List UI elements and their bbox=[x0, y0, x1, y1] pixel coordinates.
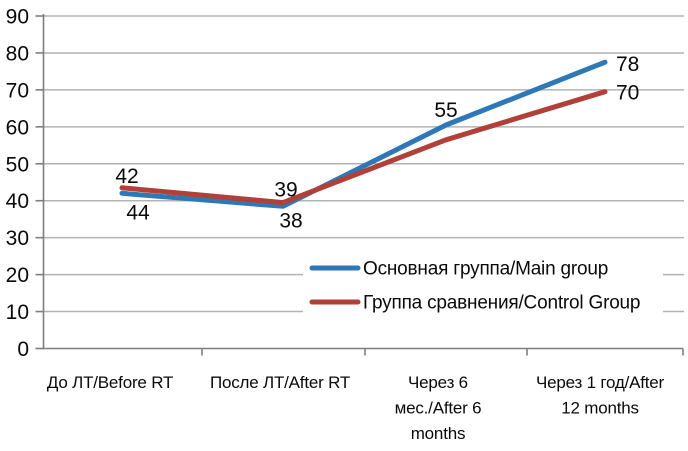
y-tick-label: 70 bbox=[6, 79, 29, 102]
y-tick-label: 60 bbox=[6, 116, 29, 139]
data-label: 78 bbox=[616, 53, 639, 76]
data-label: 70 bbox=[616, 82, 639, 105]
x-category-label: 12 months bbox=[561, 399, 639, 418]
series-line bbox=[119, 89, 608, 206]
y-tick-label: 40 bbox=[6, 190, 29, 213]
x-category-label: Через 1 год/After bbox=[536, 373, 665, 392]
y-tick-label: 0 bbox=[17, 338, 29, 361]
data-label: 44 bbox=[126, 201, 150, 224]
data-label: 42 bbox=[115, 165, 138, 188]
y-tick-label: 30 bbox=[6, 227, 29, 250]
legend-label: Основная группа/Main group bbox=[363, 259, 608, 280]
y-tick-label: 80 bbox=[6, 42, 29, 65]
series-line bbox=[119, 59, 608, 209]
legend-label: Группа сравнения/Control Group bbox=[363, 293, 640, 314]
x-category-label: months bbox=[411, 424, 466, 443]
x-category-label: До ЛТ/Before RT bbox=[47, 373, 173, 392]
y-tick-label: 10 bbox=[6, 301, 29, 324]
x-category-label: Через 6 bbox=[408, 373, 468, 392]
data-label: 38 bbox=[279, 209, 302, 232]
y-tick-label: 20 bbox=[6, 264, 29, 287]
legend-background bbox=[303, 250, 663, 318]
data-label: 39 bbox=[274, 179, 297, 202]
data-label: 55 bbox=[434, 99, 457, 122]
x-category-label: мес./After 6 bbox=[395, 399, 482, 418]
y-tick-label: 90 bbox=[6, 6, 29, 29]
y-tick-label: 50 bbox=[6, 153, 29, 176]
x-category-label: После ЛТ/After RT bbox=[210, 373, 350, 392]
